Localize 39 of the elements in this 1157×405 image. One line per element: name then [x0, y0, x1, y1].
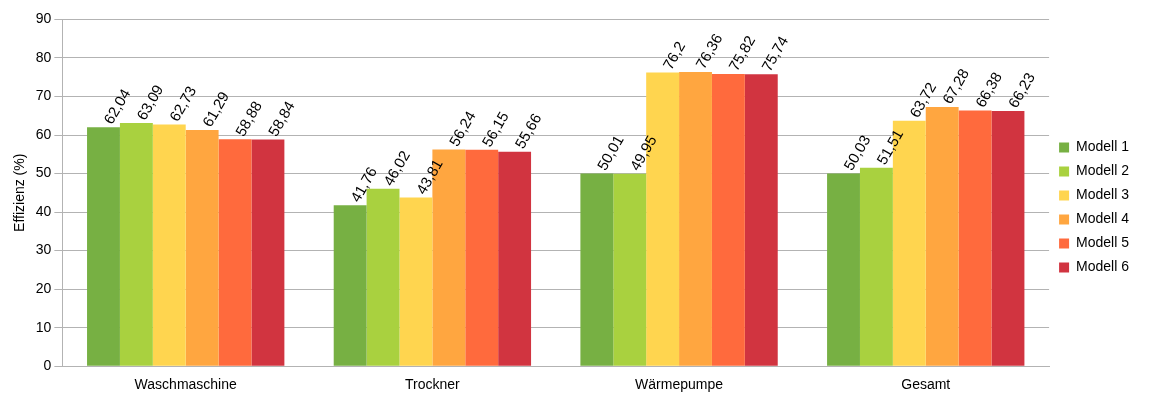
y-tick-label: 40	[35, 202, 52, 219]
legend-label: Modell 1	[1076, 138, 1130, 155]
x-tick-label: Gesamt	[901, 376, 951, 393]
bar	[218, 139, 252, 366]
y-tick-label: 70	[35, 87, 52, 104]
bar	[251, 139, 285, 366]
bar	[333, 205, 367, 366]
bar	[711, 74, 745, 366]
y-tick-label: 0	[43, 357, 52, 374]
bar	[580, 173, 614, 366]
x-tick-label: Waschmaschine	[134, 376, 238, 393]
bar	[498, 151, 532, 366]
bar	[87, 127, 120, 366]
x-tick-label: Trockner	[405, 376, 461, 393]
y-axis-title: Effizienz (%)	[11, 153, 28, 232]
legend-label: Modell 5	[1076, 234, 1130, 251]
y-tick-label: 90	[35, 10, 52, 27]
bar	[679, 71, 712, 366]
y-tick-label: 60	[35, 125, 52, 142]
bar	[827, 173, 860, 366]
y-tick-label: 10	[35, 318, 52, 335]
bar	[613, 173, 647, 366]
y-tick-label: 80	[35, 48, 52, 65]
y-tick-label: 30	[35, 241, 52, 258]
bar	[465, 149, 499, 366]
bar	[185, 130, 219, 366]
y-tick-label: 20	[35, 279, 52, 296]
y-tick-label: 50	[35, 164, 52, 181]
legend-label: Modell 4	[1076, 210, 1130, 227]
legend-label: Modell 3	[1076, 186, 1130, 203]
bar	[152, 124, 186, 366]
bar	[399, 197, 433, 366]
bar	[958, 110, 992, 366]
bar	[991, 110, 1025, 366]
bar	[744, 74, 778, 366]
legend-label: Modell 6	[1076, 258, 1130, 275]
bar	[119, 123, 153, 366]
legend-label: Modell 2	[1076, 162, 1130, 179]
x-tick-label: Wärmepumpe	[635, 376, 724, 393]
